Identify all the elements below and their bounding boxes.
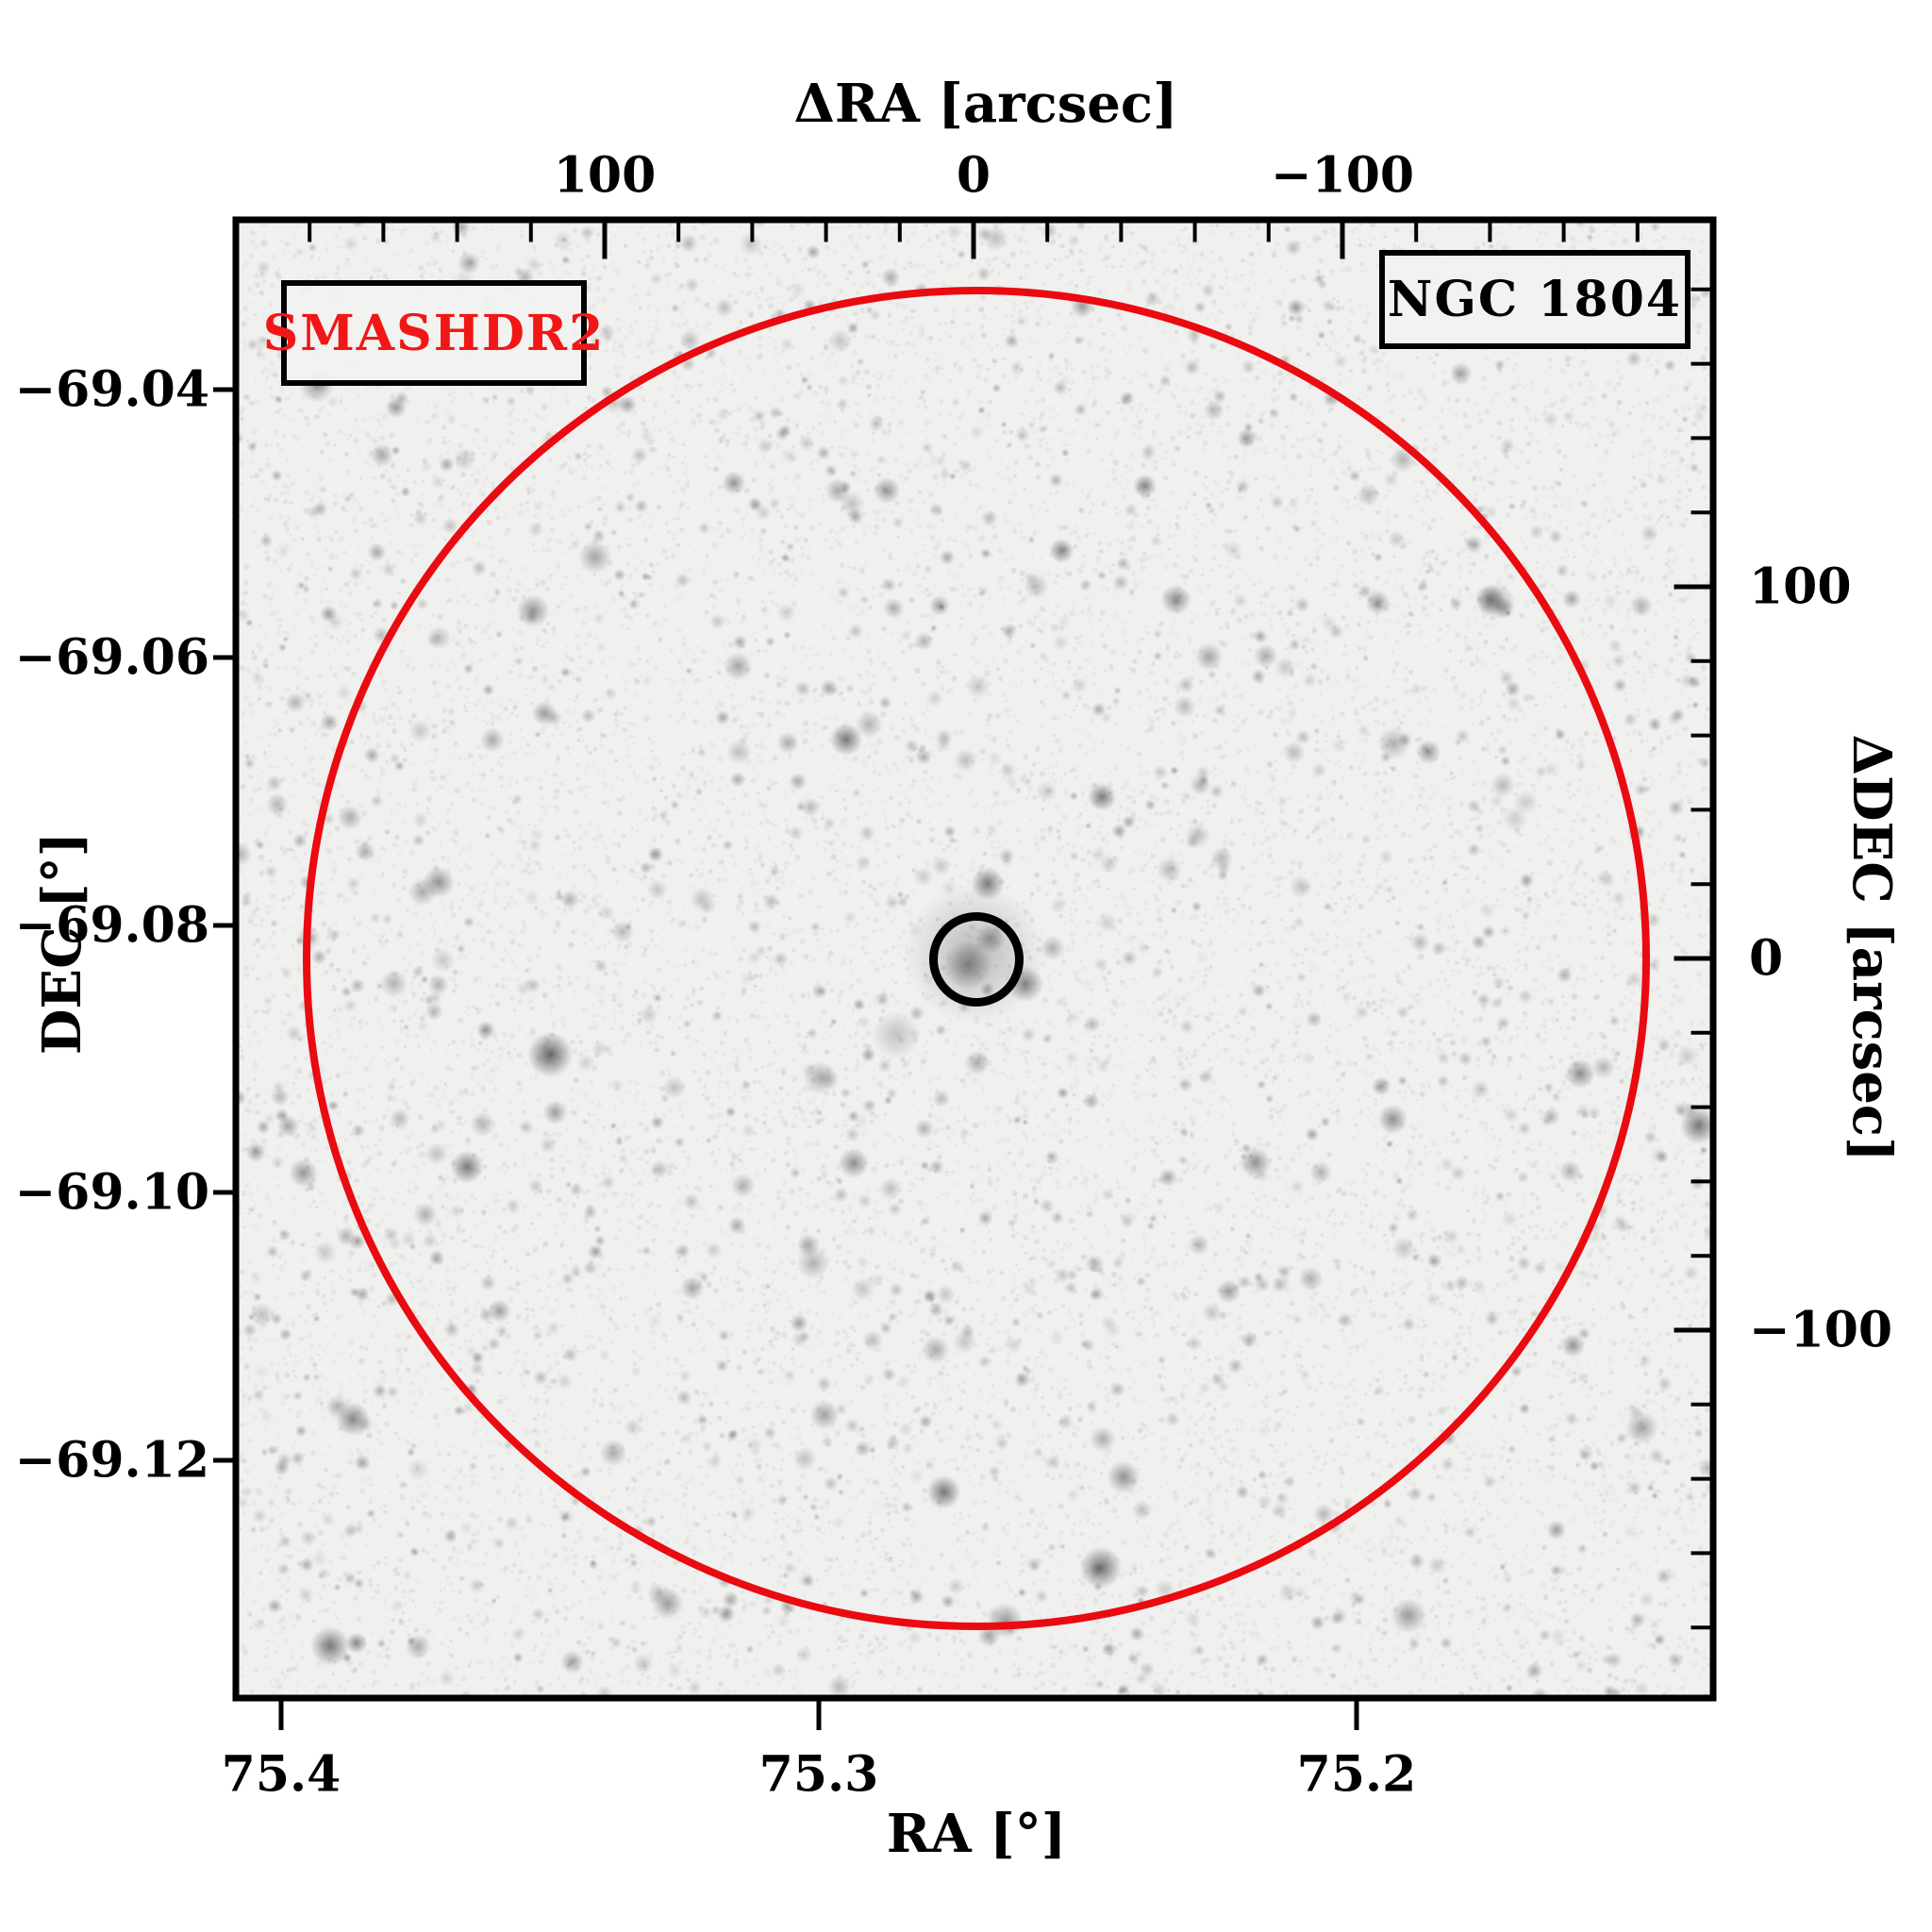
top-axis-title: ΔRA [arcsec] [793, 73, 1178, 135]
left-axis-tick-1: −69.06 [14, 628, 209, 687]
bottom-axis-tick-0: 75.4 [221, 1745, 341, 1804]
top-axis-tick-2: −100 [1270, 146, 1415, 205]
cluster-marker-circle [929, 912, 1024, 1007]
right-axis-tick-1: 0 [1749, 929, 1784, 988]
survey-badge-label: SMASHDR2 [262, 304, 606, 362]
bottom-axis-title: RA [°] [886, 1803, 1067, 1865]
object-badge-label: NGC 1804 [1387, 271, 1683, 328]
right-axis-title: ΔDEC [arcsec] [1840, 734, 1903, 1162]
tidal-radius-circle [303, 287, 1650, 1630]
left-axis-tick-2: −69.08 [14, 896, 209, 955]
left-axis-tick-4: −69.12 [14, 1431, 209, 1490]
survey-badge: SMASHDR2 [263, 280, 603, 386]
bottom-axis-tick-2: 75.2 [1296, 1745, 1417, 1804]
top-axis-tick-1: 0 [956, 146, 991, 205]
left-axis-tick-3: −69.10 [14, 1163, 209, 1222]
object-badge: NGC 1804 [1379, 250, 1690, 349]
right-axis-tick-2: −100 [1749, 1301, 1893, 1359]
plot-frame [232, 216, 1717, 1702]
left-axis-tick-0: −69.04 [14, 360, 209, 419]
starfield-image [236, 220, 1713, 1698]
right-axis-tick-0: 100 [1749, 558, 1852, 616]
bottom-axis-tick-1: 75.3 [758, 1745, 879, 1804]
top-axis-tick-0: 100 [553, 146, 657, 205]
